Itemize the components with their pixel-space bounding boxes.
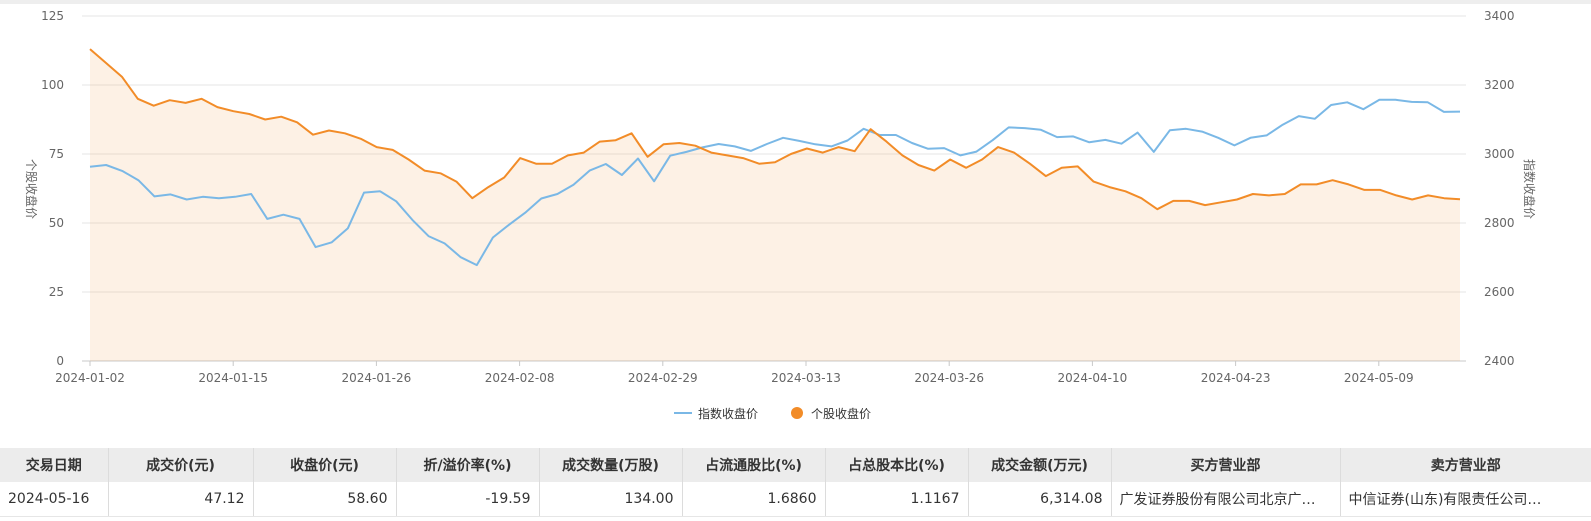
- x-tick-label: 2024-02-29: [628, 371, 698, 385]
- legend-item-stock[interactable]: 个股收盘价: [791, 406, 871, 421]
- header-volume[interactable]: 成交数量(万股): [539, 448, 683, 482]
- x-tick-label: 2024-01-02: [55, 371, 125, 385]
- legend-label-stock: 个股收盘价: [811, 406, 871, 421]
- header-float-ratio[interactable]: 占流通股比(%): [682, 448, 826, 482]
- y-left-tick-label: 75: [49, 147, 64, 161]
- top-divider: [0, 0, 1591, 4]
- y-right-tick-label: 3400: [1484, 9, 1515, 23]
- header-total-ratio[interactable]: 占总股本比(%): [825, 448, 969, 482]
- y-right-tick-label: 2400: [1484, 354, 1515, 368]
- y-right-tick-label: 2600: [1484, 285, 1515, 299]
- legend[interactable]: 指数收盘价 个股收盘价: [674, 406, 871, 421]
- table-row[interactable]: 2024-05-16 47.12 58.60 -19.59 134.00 1.6…: [0, 482, 1591, 517]
- cell-trade-price: 47.12: [108, 482, 254, 517]
- table-header-row: 交易日期 成交价(元) 收盘价(元) 折/溢价率(%) 成交数量(万股) 占流通…: [0, 448, 1591, 482]
- y-left-tick-label: 50: [49, 216, 64, 230]
- cell-buyer: 广发证券股份有限公司北京广…: [1111, 482, 1341, 517]
- y-right-tick-label: 3200: [1484, 78, 1515, 92]
- right-y-axis: 2400 2600 2800 3000 3200 3400: [1484, 9, 1515, 368]
- x-tick-label: 2024-03-13: [771, 371, 841, 385]
- cell-float-ratio: 1.6860: [682, 482, 826, 517]
- plot-area: [89, 48, 1461, 361]
- stock-area-fill: [90, 49, 1460, 361]
- right-axis-title: 指数收盘价: [1522, 159, 1537, 219]
- header-seller[interactable]: 卖方营业部: [1340, 448, 1591, 482]
- cell-volume: 134.00: [539, 482, 683, 517]
- cell-seller: 中信证券(山东)有限责任公司…: [1340, 482, 1591, 517]
- stock-price-line[interactable]: [89, 48, 1461, 211]
- cell-trade-date: 2024-05-16: [0, 482, 109, 517]
- x-tick-label: 2024-05-09: [1344, 371, 1414, 385]
- y-left-tick-label: 0: [56, 354, 64, 368]
- legend-label-index: 指数收盘价: [698, 406, 758, 421]
- y-right-tick-label: 3000: [1484, 147, 1515, 161]
- cell-premium-rate: -19.59: [396, 482, 540, 517]
- y-left-tick-label: 25: [49, 285, 64, 299]
- header-trade-date[interactable]: 交易日期: [0, 448, 109, 482]
- x-tick-label: 2024-02-08: [485, 371, 555, 385]
- left-axis-title: 个股收盘价: [24, 159, 39, 219]
- left-y-axis: 0 25 50 75 100 125: [41, 9, 64, 368]
- header-close-price[interactable]: 收盘价(元): [253, 448, 397, 482]
- x-tick-label: 2024-04-23: [1201, 371, 1271, 385]
- index-price-line[interactable]: [89, 98, 1461, 267]
- x-tick-label: 2024-03-26: [914, 371, 984, 385]
- cell-total-ratio: 1.1167: [825, 482, 969, 517]
- x-tick-label: 2024-01-26: [342, 371, 412, 385]
- cell-amount: 6,314.08: [968, 482, 1112, 517]
- price-comparison-chart: 0 25 50 75 100 125 2400 2600 2800 3000 3200 3400 2…: [24, 9, 1537, 421]
- x-tick-label: 2024-01-15: [198, 371, 268, 385]
- header-amount[interactable]: 成交金额(万元): [968, 448, 1112, 482]
- y-left-tick-label: 100: [41, 78, 64, 92]
- header-premium-rate[interactable]: 折/溢价率(%): [396, 448, 540, 482]
- legend-item-index[interactable]: 指数收盘价: [674, 406, 758, 421]
- block-trade-table: 交易日期 成交价(元) 收盘价(元) 折/溢价率(%) 成交数量(万股) 占流通…: [0, 448, 1591, 517]
- x-tick-label: 2024-04-10: [1058, 371, 1128, 385]
- y-right-tick-label: 2800: [1484, 216, 1515, 230]
- legend-swatch-stock: [791, 407, 803, 419]
- header-buyer[interactable]: 买方营业部: [1111, 448, 1341, 482]
- header-trade-price[interactable]: 成交价(元): [108, 448, 254, 482]
- y-left-tick-label: 125: [41, 9, 64, 23]
- cell-close-price: 58.60: [253, 482, 397, 517]
- x-axis: 2024-01-02 2024-01-15 2024-01-26 2024-02-08…: [55, 360, 1466, 385]
